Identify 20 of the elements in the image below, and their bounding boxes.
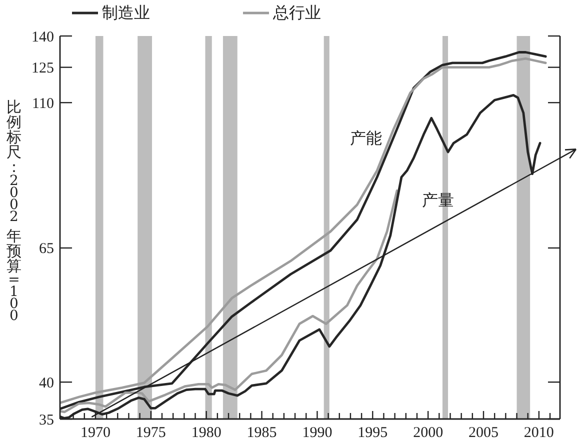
x-tick-label: 2010 bbox=[524, 425, 554, 441]
annotation: 产量 bbox=[422, 190, 454, 210]
y-tick-label: 65 bbox=[39, 241, 54, 258]
y-tick-label: 35 bbox=[39, 412, 54, 428]
x-tick-label: 1985 bbox=[246, 425, 277, 441]
x-tick-label: 1995 bbox=[358, 425, 388, 441]
x-tick-label: 1990 bbox=[302, 425, 332, 441]
y-tick-label: 140 bbox=[32, 29, 54, 46]
x-tick-label: 2000 bbox=[413, 425, 444, 441]
x-tick-label: 1980 bbox=[191, 425, 222, 441]
y-tick-label: 40 bbox=[39, 375, 54, 392]
legend-label: 制造业 bbox=[102, 3, 150, 22]
y-tick-label: 125 bbox=[32, 60, 54, 77]
legend-label: 总行业 bbox=[273, 3, 321, 22]
x-tick-label: 1970 bbox=[80, 425, 110, 441]
text: 比例标尺：2002 年预算=100 bbox=[6, 98, 22, 324]
x-tick-label: 2005 bbox=[468, 425, 499, 441]
x-tick-label: 1975 bbox=[136, 425, 166, 441]
annotation: 产能 bbox=[350, 128, 382, 148]
y-tick-label: 110 bbox=[32, 96, 54, 112]
